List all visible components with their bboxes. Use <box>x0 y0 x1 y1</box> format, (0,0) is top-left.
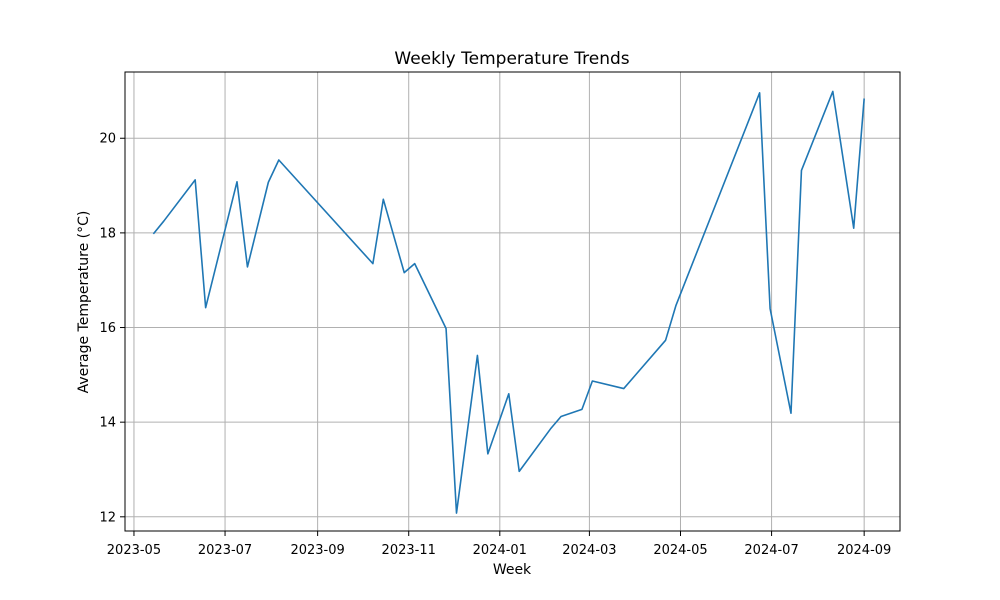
y-tick-label: 14 <box>99 416 116 431</box>
x-tick-label: 2024-05 <box>653 543 707 558</box>
x-tick-label: 2024-03 <box>562 543 616 558</box>
chart-title: Weekly Temperature Trends <box>394 49 629 69</box>
y-tick-label: 18 <box>99 226 116 241</box>
x-tick-label: 2023-09 <box>290 543 344 558</box>
x-tick-label: 2023-05 <box>107 543 161 558</box>
x-axis-label: Week <box>493 562 532 578</box>
x-tick-label: 2024-07 <box>744 543 798 558</box>
series-line <box>152 90 865 514</box>
x-tick-label: 2024-01 <box>473 543 527 558</box>
plot-area-frame <box>124 71 901 532</box>
x-tick-label: 2023-11 <box>382 543 436 558</box>
y-tick-label: 12 <box>99 510 116 525</box>
y-axis-label: Average Temperature (°C) <box>76 211 92 394</box>
y-tick-label: 20 <box>99 132 116 147</box>
y-tick-label: 16 <box>99 321 116 336</box>
x-axis-ticks: 2023-05 2023-07 2023-09 2023-11 2024-01 2024-… <box>107 531 891 558</box>
series-layer <box>152 90 865 514</box>
x-tick-label: 2023-07 <box>198 543 252 558</box>
x-tick-label: 2024-09 <box>837 543 891 558</box>
y-axis-ticks: 12 14 16 18 20 <box>99 132 125 525</box>
